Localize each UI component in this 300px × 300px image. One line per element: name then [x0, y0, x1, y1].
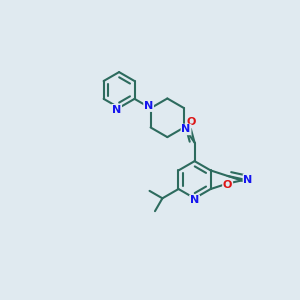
Text: N: N: [144, 101, 153, 111]
Text: O: O: [223, 181, 232, 190]
Text: N: N: [182, 124, 191, 134]
Text: N: N: [112, 105, 121, 115]
Text: N: N: [190, 195, 199, 205]
Text: O: O: [186, 117, 196, 127]
Text: N: N: [243, 175, 253, 185]
